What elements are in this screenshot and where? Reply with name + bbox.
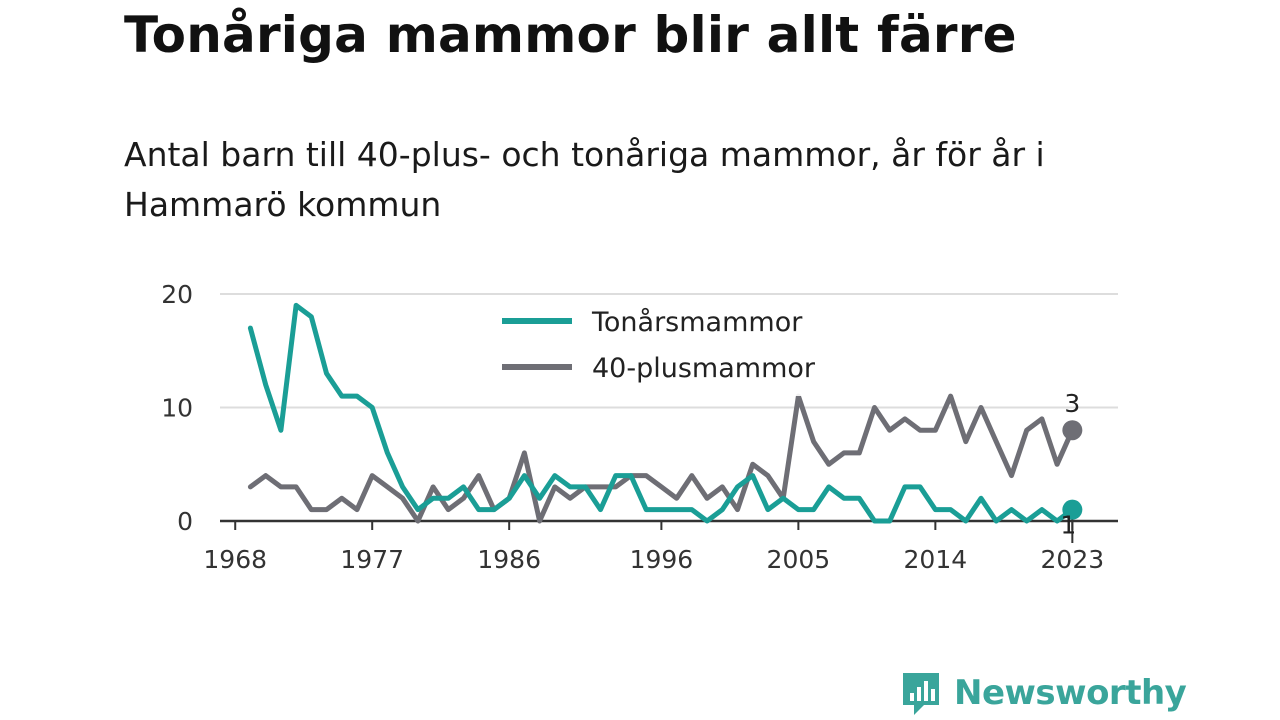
x-tick-label-1968: 1968: [203, 545, 267, 574]
chart-subtitle: Antal barn till 40-plus- och tonåriga ma…: [124, 135, 1045, 224]
chart-series: [247, 302, 1075, 524]
chart-legend: Tonårsmammor 40-plusmammor: [494, 296, 842, 396]
end-label-40-plusmammor: 3: [1064, 389, 1080, 418]
series-line-40-plusmammor: [247, 393, 1075, 524]
end-label-tonarsmammor: 1: [1060, 511, 1076, 540]
x-axis: 1968 1977 1986 1996 2005 2014 2023: [203, 519, 1118, 574]
legend-background: [494, 296, 842, 396]
chart-title: Tonåriga mammor blir allt färre: [124, 6, 1017, 64]
y-tick-label-10: 10: [161, 394, 193, 423]
y-tick-label-0: 0: [177, 507, 193, 536]
series-line-tonarsmammor: [247, 302, 1075, 524]
x-tick-label-2014: 2014: [904, 545, 968, 574]
legend-label-0: Tonårsmammor: [591, 307, 803, 338]
x-tick-label-2005: 2005: [767, 545, 831, 574]
line-chart: 0 10 20 1968 1977 1986 1996 2005 2014 2023 Tonår…: [161, 280, 1118, 574]
end-marker-tonarsmammor: [1062, 499, 1083, 520]
newsworthy-logo-icon: [903, 673, 939, 715]
brand-name: Newsworthy: [954, 673, 1187, 713]
x-tick-label-2023: 2023: [1041, 545, 1105, 574]
brand: Newsworthy: [900, 668, 1187, 718]
x-tick-label-1977: 1977: [340, 545, 404, 574]
end-marker-40-plusmammor: [1062, 420, 1083, 441]
y-tick-label-20: 20: [161, 280, 193, 309]
y-axis-ticks: 0 10 20: [161, 280, 193, 536]
x-tick-label-1986: 1986: [477, 545, 541, 574]
end-markers: 31: [1060, 389, 1083, 543]
x-tick-label-1996: 1996: [630, 545, 694, 574]
legend-label-1: 40-plusmammor: [592, 353, 816, 384]
